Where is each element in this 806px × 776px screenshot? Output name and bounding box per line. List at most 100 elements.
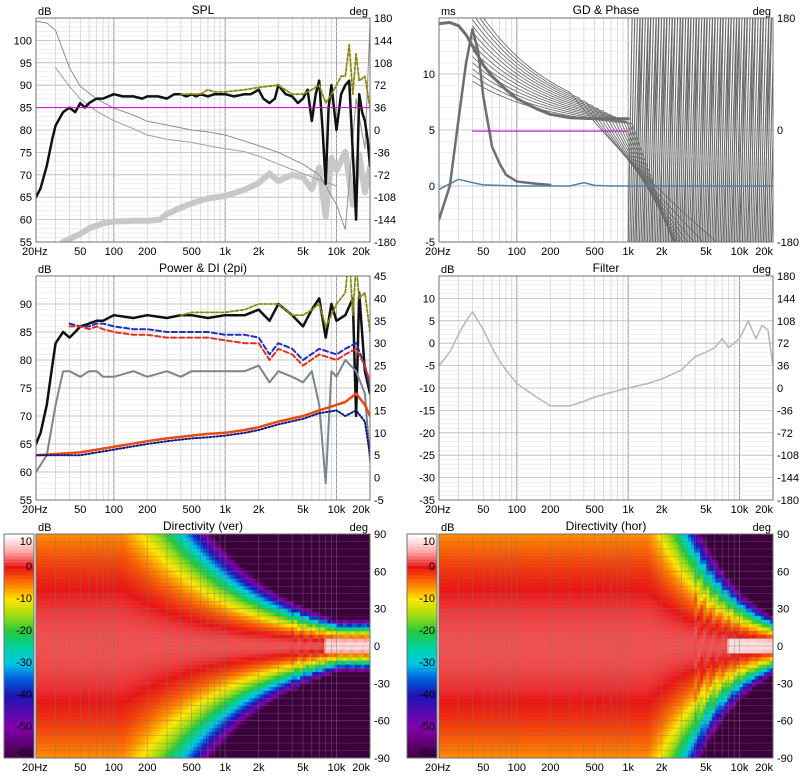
heatmap-cell xyxy=(127,702,131,707)
heatmap-cell xyxy=(248,590,252,595)
heatmap-cell xyxy=(66,593,70,598)
heatmap-cell xyxy=(108,675,113,680)
heatmap-cell xyxy=(169,698,174,703)
heatmap-cell xyxy=(96,683,101,688)
heatmap-cell xyxy=(209,731,213,736)
heatmap-cell xyxy=(54,720,58,725)
heatmap-cell xyxy=(260,586,265,591)
heatmap-cell xyxy=(130,705,134,710)
heatmap-cell xyxy=(111,675,116,680)
heatmap-cell xyxy=(206,739,210,744)
heatmap-cell xyxy=(60,754,64,758)
heatmap-cell xyxy=(142,724,146,729)
heatmap-cell xyxy=(69,642,73,647)
heatmap-cell xyxy=(206,724,210,729)
heatmap-cell xyxy=(136,604,140,610)
heatmap-cell xyxy=(133,731,137,736)
heatmap-cell xyxy=(239,649,243,654)
heatmap-cell xyxy=(178,612,183,617)
heatmap-cell xyxy=(148,608,152,613)
heatmap-cell xyxy=(245,537,249,542)
heatmap-cell xyxy=(187,537,192,542)
heatmap-cell xyxy=(157,590,161,595)
heatmap-cell xyxy=(99,731,104,736)
heatmap-cell xyxy=(178,694,183,699)
series-line-4 xyxy=(179,44,370,109)
heatmap-cell xyxy=(84,631,89,636)
heatmap-cell xyxy=(163,705,167,710)
heatmap-cell xyxy=(48,563,52,568)
heatmap-cell xyxy=(227,660,231,666)
heatmap-cell xyxy=(96,556,101,561)
heatmap-cell xyxy=(254,683,259,688)
heatmap-cell xyxy=(87,739,92,744)
heatmap-cell xyxy=(184,541,189,546)
x-tick-label: 20Hz xyxy=(22,504,48,516)
phase-wrap xyxy=(663,18,671,242)
heatmap-cell xyxy=(181,646,186,651)
heatmap-cell xyxy=(93,728,98,733)
heatmap-cell xyxy=(111,563,116,568)
heatmap-cell xyxy=(124,743,128,748)
heatmap-cell xyxy=(187,672,192,677)
heatmap-cell xyxy=(209,657,213,662)
heatmap-cell xyxy=(142,687,146,692)
heatmap-cell xyxy=(72,724,76,729)
phase-wrap xyxy=(748,18,754,242)
heatmap-cell xyxy=(87,616,92,621)
heatmap-cell xyxy=(190,537,195,542)
heatmap-cell xyxy=(39,735,43,740)
heatmap-cell xyxy=(254,578,259,583)
heatmap-cell xyxy=(172,754,177,758)
heatmap-cell xyxy=(90,590,95,595)
heatmap-cell xyxy=(136,649,140,654)
heatmap-cell xyxy=(251,687,256,692)
heatmap-cell xyxy=(248,675,252,680)
heatmap-cell xyxy=(108,716,113,722)
heatmap-cell xyxy=(39,664,43,669)
heatmap-cell xyxy=(57,646,61,651)
heatmap-cell xyxy=(257,548,262,554)
heatmap-cell xyxy=(87,567,92,572)
heatmap-cell xyxy=(139,548,143,554)
heatmap-cell xyxy=(151,746,155,751)
heatmap-cell xyxy=(218,616,222,621)
heatmap-cell xyxy=(260,590,265,595)
heatmap-cell xyxy=(251,575,256,580)
heatmap-cell xyxy=(136,556,140,561)
heatmap-cell xyxy=(151,642,155,647)
heatmap-cell xyxy=(160,735,164,740)
heatmap-cell xyxy=(45,660,49,666)
heatmap-cell xyxy=(248,720,252,725)
heatmap-cell xyxy=(251,534,256,539)
heatmap-cell xyxy=(206,683,210,688)
heatmap-cell xyxy=(139,687,143,692)
heatmap-cell xyxy=(212,548,216,554)
heatmap-cell xyxy=(105,646,110,651)
heatmap-cell xyxy=(39,713,43,718)
heatmap-cell xyxy=(105,672,110,677)
heatmap-cell xyxy=(117,567,122,572)
heatmap-cell xyxy=(239,724,243,729)
heatmap-cell xyxy=(148,746,152,751)
heatmap-cell xyxy=(39,560,43,565)
heatmap-cell xyxy=(96,567,101,572)
heatmap-cell xyxy=(248,642,252,647)
heatmap-cell xyxy=(209,593,213,598)
heatmap-cell xyxy=(90,746,95,751)
heatmap-cell xyxy=(133,724,137,729)
heatmap-cell xyxy=(69,608,73,613)
heatmap-cell xyxy=(178,705,183,710)
heatmap-cell xyxy=(72,728,76,733)
heatmap-cell xyxy=(218,582,222,587)
heatmap-cell xyxy=(36,631,40,636)
heatmap-cell xyxy=(114,567,119,572)
heatmap-cell xyxy=(69,731,73,736)
heatmap-cell xyxy=(90,560,95,565)
heatmap-cell xyxy=(142,575,146,580)
heatmap-cell xyxy=(163,601,167,606)
heatmap-cell xyxy=(54,623,58,628)
heatmap-cell xyxy=(108,739,113,744)
heatmap-cell xyxy=(227,728,231,733)
heatmap-cell xyxy=(248,567,252,572)
